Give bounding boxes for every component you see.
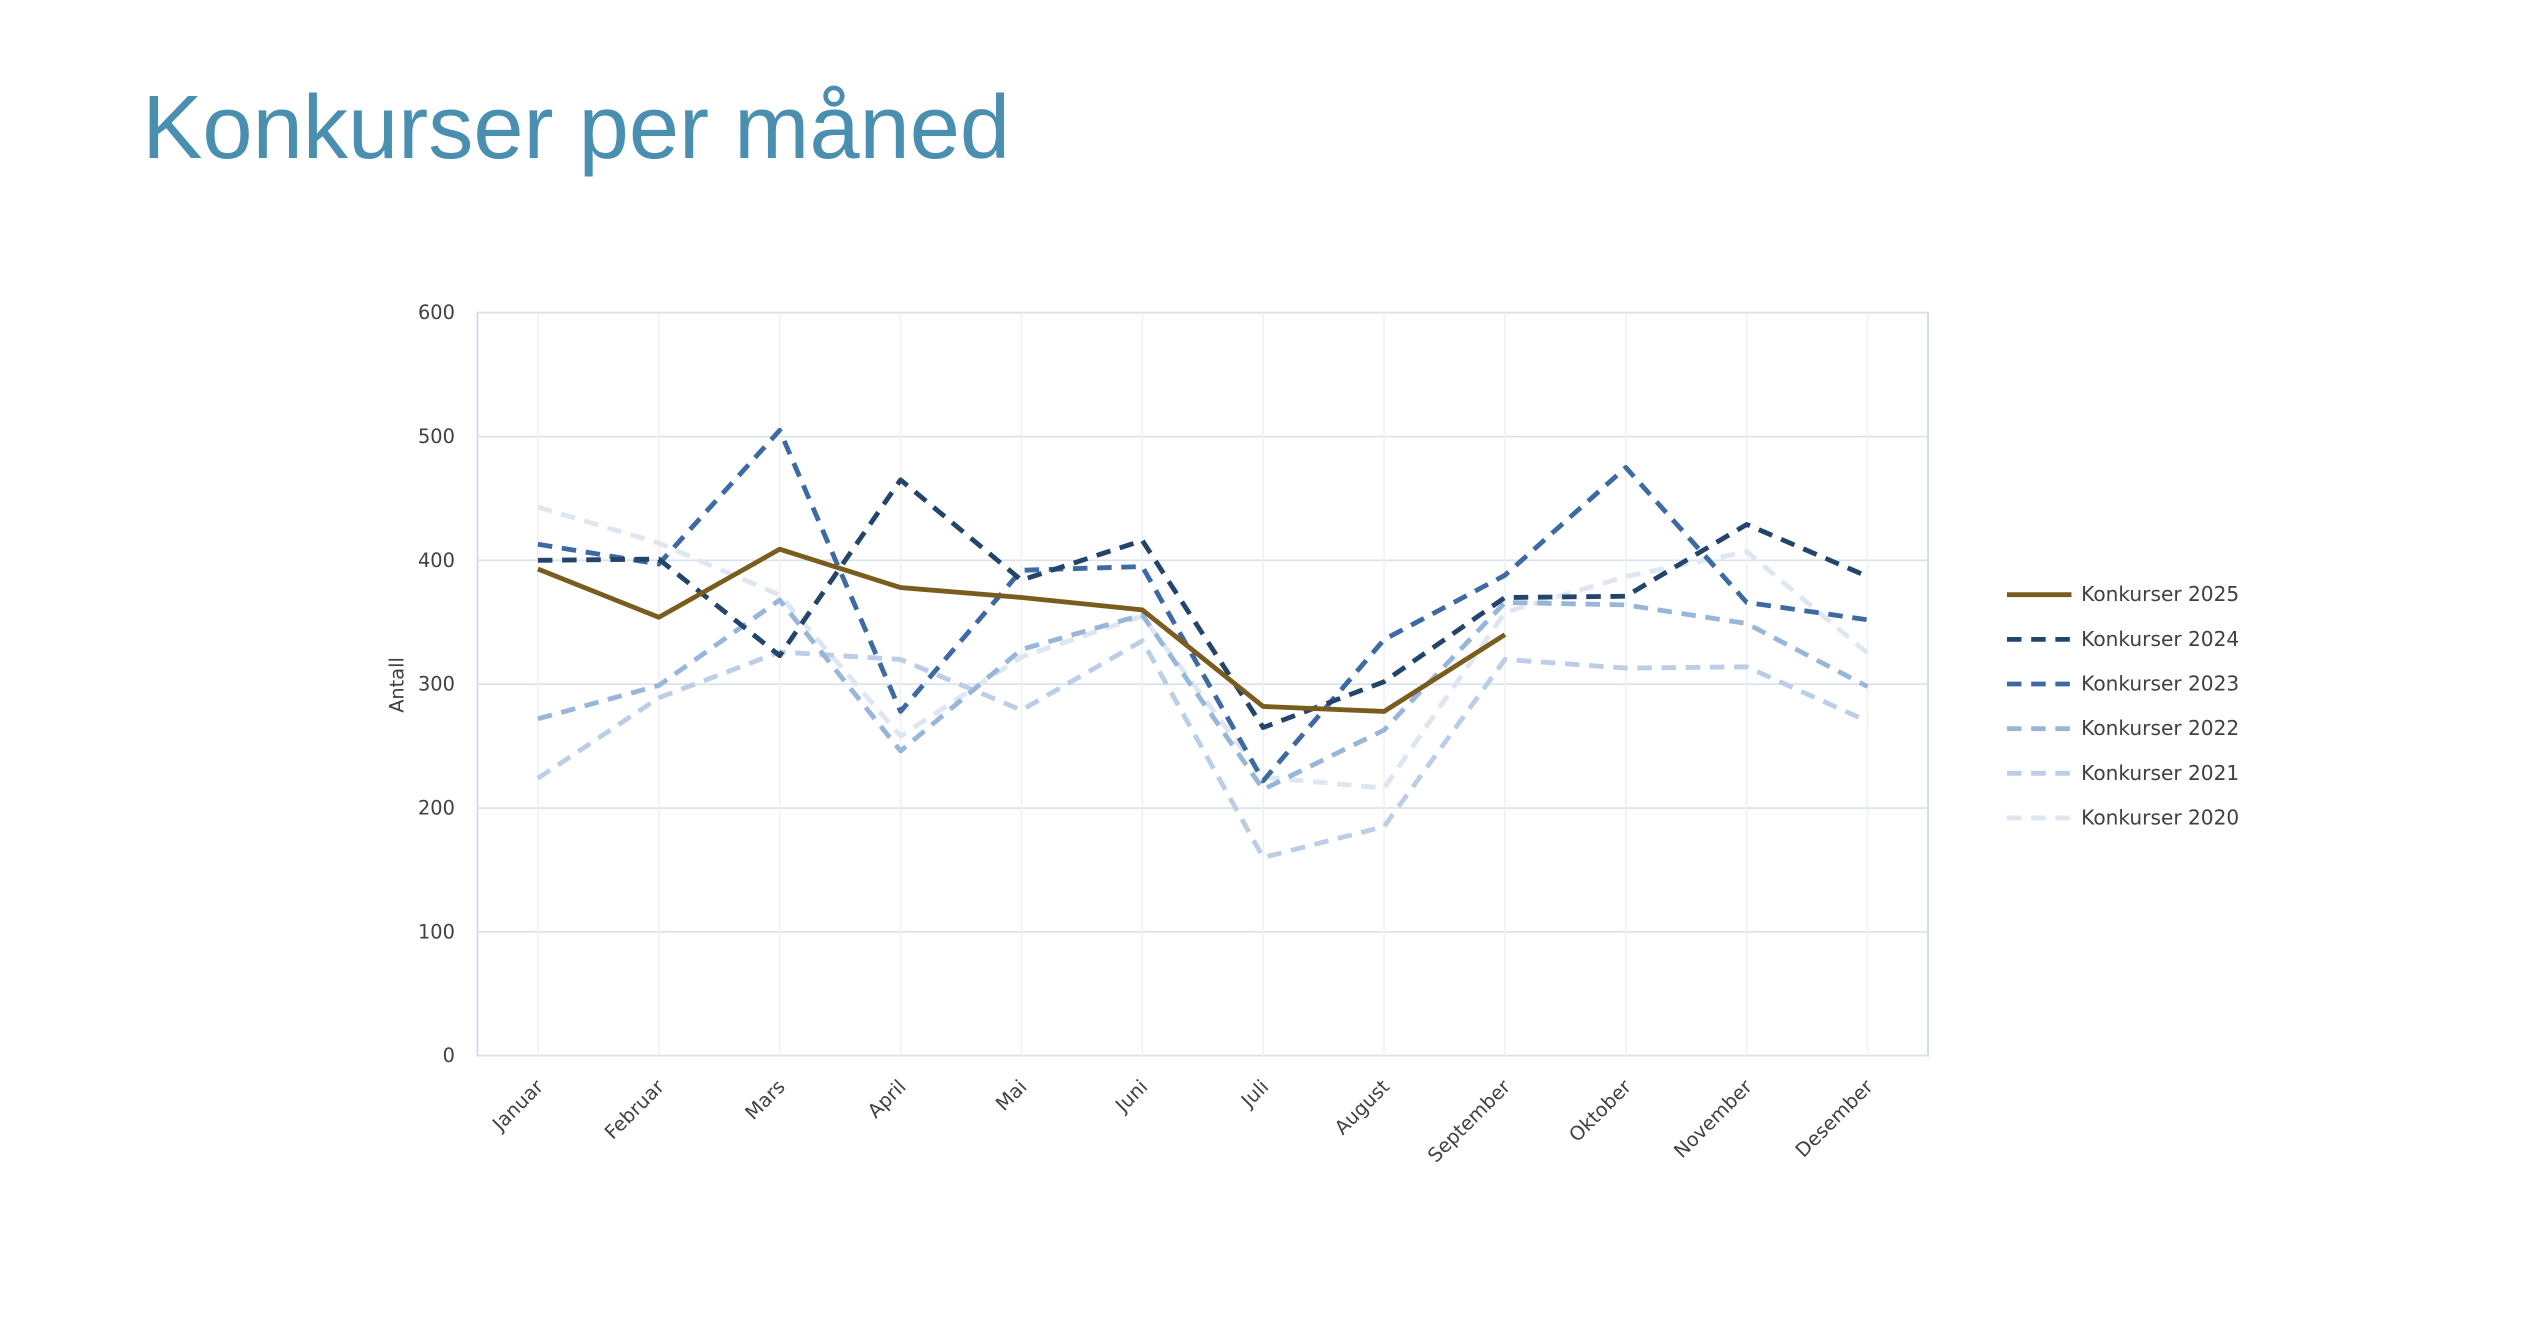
- x-tick-label: September: [1423, 1075, 1515, 1167]
- y-tick-label: 0: [443, 1044, 455, 1067]
- y-tick-label: 300: [418, 673, 455, 696]
- legend-label: Konkurser 2020: [2081, 805, 2239, 829]
- y-tick-label: 200: [418, 796, 455, 819]
- x-tick-label: Juni: [1110, 1075, 1152, 1117]
- legend-label: Konkurser 2021: [2081, 761, 2239, 785]
- legend-label: Konkurser 2023: [2081, 671, 2239, 695]
- series-line: [537, 597, 1869, 792]
- x-tick-label: August: [1330, 1075, 1394, 1139]
- legend-label: Konkurser 2024: [2081, 627, 2239, 651]
- y-tick-label: 600: [418, 301, 455, 324]
- y-tick-label: 500: [418, 425, 455, 448]
- series-line: [537, 546, 1507, 714]
- legend-label: Konkurser 2022: [2081, 716, 2239, 740]
- x-tick-label: November: [1669, 1075, 1756, 1162]
- x-tick-label: Juli: [1236, 1075, 1273, 1112]
- x-tick-label: April: [863, 1075, 911, 1123]
- x-tick-label: Januar: [487, 1075, 548, 1136]
- series-line: [537, 477, 1869, 730]
- chart-title: Konkurser per måned: [142, 77, 1010, 178]
- y-axis-label: Antall: [385, 657, 408, 713]
- series-line: [537, 427, 1868, 784]
- series-line: [536, 638, 1869, 860]
- y-tick-label: 100: [418, 920, 455, 943]
- y-tick-label: 400: [418, 549, 455, 572]
- x-tick-label: Oktober: [1564, 1075, 1635, 1146]
- x-tick-label: Februar: [600, 1075, 669, 1144]
- x-tick-label: Mars: [740, 1075, 789, 1124]
- x-tick-label: Desember: [1791, 1075, 1878, 1162]
- x-tick-label: Mai: [991, 1075, 1031, 1115]
- legend-label: Konkurser 2025: [2081, 582, 2239, 606]
